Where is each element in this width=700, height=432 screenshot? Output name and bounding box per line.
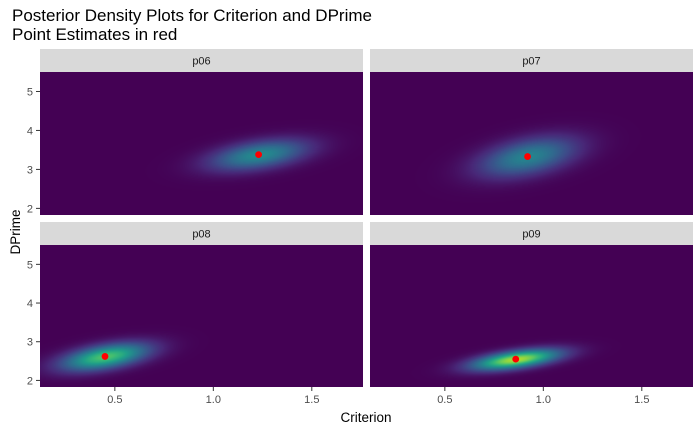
x-tick-label: 1.5 xyxy=(304,394,319,406)
point-estimate xyxy=(101,353,109,360)
y-tick-label: 5 xyxy=(27,259,33,271)
facet-strip-label: p07 xyxy=(522,56,540,68)
density-heatmap xyxy=(370,72,693,215)
y-tick-label: 3 xyxy=(27,337,33,349)
y-tick-label: 4 xyxy=(27,125,33,137)
y-tick-label: 2 xyxy=(27,203,33,215)
point-estimate xyxy=(255,151,263,159)
density-heatmap xyxy=(40,72,363,215)
x-tick-label: 1.0 xyxy=(536,394,551,406)
facet-p08: p08 xyxy=(40,222,363,387)
facet-strip-label: p06 xyxy=(192,56,210,68)
x-tick-label: 0.5 xyxy=(107,394,122,406)
chart-title-line-2: Point Estimates in red xyxy=(12,25,178,44)
facet-strip-label: p09 xyxy=(522,229,540,241)
facet-strip xyxy=(40,222,363,245)
facet-strip-label: p08 xyxy=(192,229,210,241)
facet-p07: p07 xyxy=(370,49,693,215)
point-estimate xyxy=(524,153,531,160)
x-axis-title: Criterion xyxy=(340,410,391,425)
x-tick-label: 0.5 xyxy=(437,394,452,406)
x-tick-label: 1.0 xyxy=(206,394,221,406)
y-tick-label: 4 xyxy=(27,298,33,310)
x-tick-label: 1.5 xyxy=(634,394,649,406)
point-estimate xyxy=(512,355,520,363)
density-heatmap xyxy=(370,245,693,387)
y-axis-title: DPrime xyxy=(8,209,23,254)
density-heatmap xyxy=(40,245,363,387)
y-tick-label: 5 xyxy=(27,86,33,98)
y-tick-label: 3 xyxy=(27,164,33,176)
chart-title-line-1: Posterior Density Plots for Criterion an… xyxy=(12,6,372,25)
facet-strip xyxy=(370,49,693,72)
facet-strip xyxy=(370,222,693,245)
y-tick-label: 2 xyxy=(27,375,33,387)
facet-p09: p09 xyxy=(370,222,693,387)
facet-p06: p06 xyxy=(40,49,363,215)
facet-strip xyxy=(40,49,363,72)
